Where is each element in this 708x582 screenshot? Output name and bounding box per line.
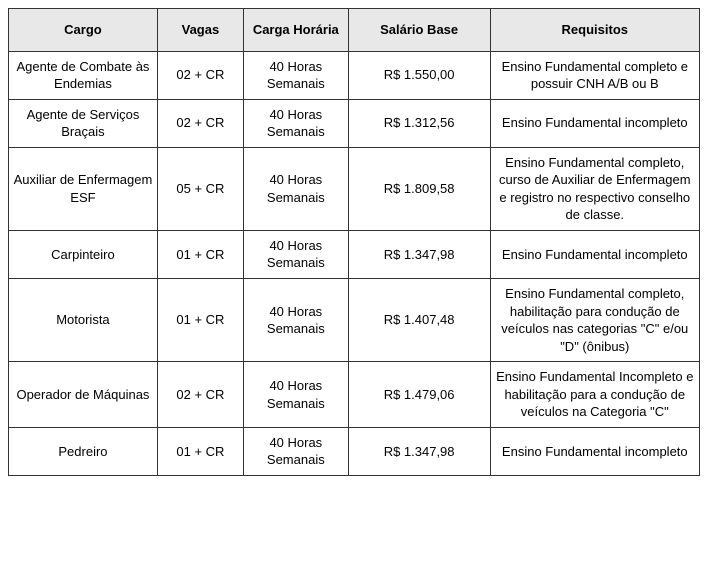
cell-requisitos: Ensino Fundamental incompleto [490,427,699,475]
table-body: Agente de Combate às Endemias 02 + CR 40… [9,51,700,475]
cell-cargo: Pedreiro [9,427,158,475]
col-header-salario: Salário Base [348,9,490,52]
cell-carga: 40 Horas Semanais [243,230,348,278]
cell-cargo: Auxiliar de Enfermagem ESF [9,147,158,230]
cell-salario: R$ 1.312,56 [348,99,490,147]
cell-carga: 40 Horas Semanais [243,427,348,475]
cell-vagas: 01 + CR [157,427,243,475]
cell-carga: 40 Horas Semanais [243,362,348,428]
cell-vagas: 05 + CR [157,147,243,230]
table-row: Carpinteiro 01 + CR 40 Horas Semanais R$… [9,230,700,278]
table-row: Motorista 01 + CR 40 Horas Semanais R$ 1… [9,279,700,362]
cell-vagas: 02 + CR [157,99,243,147]
cell-requisitos: Ensino Fundamental incompleto [490,230,699,278]
cargos-table: Cargo Vagas Carga Horária Salário Base R… [8,8,700,476]
cell-requisitos: Ensino Fundamental completo e possuir CN… [490,51,699,99]
cell-salario: R$ 1.347,98 [348,427,490,475]
cell-vagas: 02 + CR [157,51,243,99]
cell-vagas: 01 + CR [157,230,243,278]
cell-requisitos: Ensino Fundamental completo, habilitação… [490,279,699,362]
cell-salario: R$ 1.347,98 [348,230,490,278]
cell-cargo: Agente de Combate às Endemias [9,51,158,99]
table-row: Operador de Máquinas 02 + CR 40 Horas Se… [9,362,700,428]
cell-cargo: Agente de Serviços Braçais [9,99,158,147]
cell-carga: 40 Horas Semanais [243,51,348,99]
table-row: Agente de Combate às Endemias 02 + CR 40… [9,51,700,99]
table-row: Pedreiro 01 + CR 40 Horas Semanais R$ 1.… [9,427,700,475]
cell-carga: 40 Horas Semanais [243,147,348,230]
col-header-carga: Carga Horária [243,9,348,52]
col-header-vagas: Vagas [157,9,243,52]
cell-carga: 40 Horas Semanais [243,99,348,147]
cell-carga: 40 Horas Semanais [243,279,348,362]
cell-requisitos: Ensino Fundamental completo, curso de Au… [490,147,699,230]
table-row: Agente de Serviços Braçais 02 + CR 40 Ho… [9,99,700,147]
cell-salario: R$ 1.407,48 [348,279,490,362]
cell-cargo: Motorista [9,279,158,362]
cell-salario: R$ 1.479,06 [348,362,490,428]
cell-vagas: 01 + CR [157,279,243,362]
cell-vagas: 02 + CR [157,362,243,428]
cell-cargo: Operador de Máquinas [9,362,158,428]
table-row: Auxiliar de Enfermagem ESF 05 + CR 40 Ho… [9,147,700,230]
cell-salario: R$ 1.550,00 [348,51,490,99]
cell-requisitos: Ensino Fundamental Incompleto e habilita… [490,362,699,428]
header-row: Cargo Vagas Carga Horária Salário Base R… [9,9,700,52]
cell-requisitos: Ensino Fundamental incompleto [490,99,699,147]
cell-cargo: Carpinteiro [9,230,158,278]
col-header-requisitos: Requisitos [490,9,699,52]
cell-salario: R$ 1.809,58 [348,147,490,230]
col-header-cargo: Cargo [9,9,158,52]
table-header: Cargo Vagas Carga Horária Salário Base R… [9,9,700,52]
